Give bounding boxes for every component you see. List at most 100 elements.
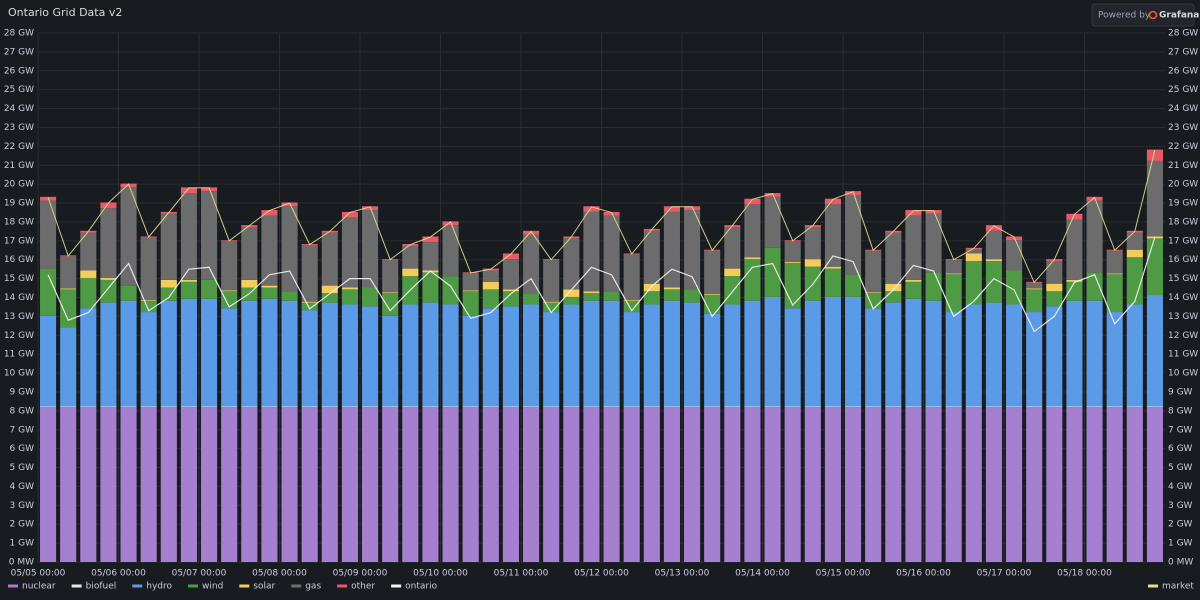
y2-tick-label: 19 GW — [1168, 199, 1198, 209]
x-tick-label: 05/13 00:00 — [655, 569, 710, 579]
bar-segment — [543, 260, 560, 302]
bar-segment — [100, 202, 117, 209]
bar-segment — [583, 206, 600, 212]
bar-segment — [583, 406, 600, 408]
bar-segment — [201, 279, 218, 299]
bar-segment — [543, 407, 560, 562]
bar-segment — [362, 406, 379, 408]
bar-segment — [583, 407, 600, 562]
bar-segment — [865, 308, 882, 407]
bar-segment — [744, 204, 761, 258]
bar-segment — [885, 407, 902, 562]
bar-segment — [764, 296, 781, 407]
bar-segment — [100, 406, 117, 408]
bar-segment — [1046, 261, 1063, 284]
legend-label[interactable]: biofuel — [86, 582, 117, 592]
y-tick-label: 19 GW — [4, 199, 34, 209]
bar-segment — [442, 276, 459, 305]
bar-segment — [824, 198, 841, 205]
y-tick-label: 2 GW — [10, 520, 35, 530]
bar-segment — [281, 206, 298, 292]
bar-segment — [362, 287, 379, 307]
bar-segment — [1086, 300, 1103, 407]
bar-segment — [804, 300, 821, 407]
bar-segment — [1106, 407, 1123, 562]
legend-label[interactable]: wind — [202, 582, 223, 592]
bar-segment — [784, 261, 801, 263]
legend-label[interactable]: gas — [305, 582, 321, 592]
bar-segment — [543, 312, 560, 407]
y-tick-label: 11 GW — [4, 350, 34, 360]
bar-segment — [241, 279, 258, 288]
bar-segment — [1146, 160, 1163, 237]
x-tick-label: 05/18 00:00 — [1057, 569, 1112, 579]
y2-tick-label: 24 GW — [1168, 104, 1198, 114]
bar-segment — [905, 215, 922, 280]
y2-tick-label: 10 GW — [1168, 369, 1198, 379]
bar-segment — [704, 407, 721, 562]
bar-segment — [140, 312, 157, 407]
bar-segment — [120, 183, 137, 188]
bar-segment — [442, 221, 459, 226]
bar-segment — [261, 298, 278, 407]
y-tick-label: 17 GW — [4, 236, 34, 246]
bar-segment — [1006, 407, 1023, 562]
bar-segment — [623, 312, 640, 407]
bar-segment — [865, 250, 882, 293]
bar-segment — [382, 406, 399, 408]
bar-segment — [281, 300, 298, 407]
bar-segment — [945, 406, 962, 408]
y2-tick-label: 7 GW — [1168, 425, 1193, 435]
bar-segment — [362, 206, 379, 211]
bar-segment — [603, 406, 620, 408]
legend-label[interactable]: market — [1162, 582, 1194, 592]
y-tick-label: 20 GW — [4, 180, 34, 190]
bar-segment — [704, 294, 721, 296]
bar-segment — [221, 406, 238, 408]
legend-label[interactable]: hydro — [146, 582, 172, 592]
bar-segment — [241, 227, 258, 280]
bar-segment — [704, 313, 721, 407]
grafana-badge[interactable] — [1091, 3, 1195, 27]
bar-segment — [160, 213, 177, 280]
bar-segment — [1066, 281, 1083, 301]
bar-segment — [905, 210, 922, 216]
bar-segment — [341, 217, 358, 288]
legend-label[interactable]: solar — [253, 582, 275, 592]
bar-segment — [563, 406, 580, 408]
bar-segment — [845, 194, 862, 275]
bar-segment — [764, 406, 781, 408]
bar-segment — [744, 300, 761, 407]
bar-segment — [60, 256, 77, 289]
bar-segment — [885, 291, 902, 303]
y-tick-label: 0 MW — [9, 558, 34, 568]
y2-tick-label: 21 GW — [1168, 161, 1198, 171]
bar-segment — [462, 291, 479, 316]
y-tick-label: 4 GW — [10, 482, 35, 492]
y-tick-label: 27 GW — [4, 47, 34, 57]
y2-tick-label: 4 GW — [1168, 482, 1193, 492]
y2-tick-label: 0 MW — [1168, 558, 1193, 568]
bar-segment — [1066, 300, 1083, 407]
bar-segment — [502, 407, 519, 562]
bar-segment — [1106, 312, 1123, 407]
legend-label[interactable]: nuclear — [22, 582, 56, 592]
y-tick-label: 10 GW — [4, 369, 34, 379]
bar-segment — [1126, 257, 1143, 305]
bar-segment — [341, 406, 358, 408]
bar-segment — [1026, 312, 1043, 407]
y2-tick-label: 25 GW — [1168, 85, 1198, 95]
bar-segment — [140, 300, 157, 313]
x-tick-label: 05/05 00:00 — [11, 569, 66, 579]
bar-segment — [764, 407, 781, 562]
legend-label[interactable]: ontario — [405, 582, 437, 592]
bar-segment — [482, 406, 499, 408]
bar-segment — [321, 407, 338, 562]
bar-segment — [945, 273, 962, 275]
bar-segment — [724, 276, 741, 305]
legend-label[interactable]: other — [351, 582, 375, 592]
bar-segment — [180, 281, 197, 299]
bar-segment — [684, 406, 701, 408]
bar-segment — [623, 300, 640, 313]
bar-segment — [865, 292, 882, 294]
